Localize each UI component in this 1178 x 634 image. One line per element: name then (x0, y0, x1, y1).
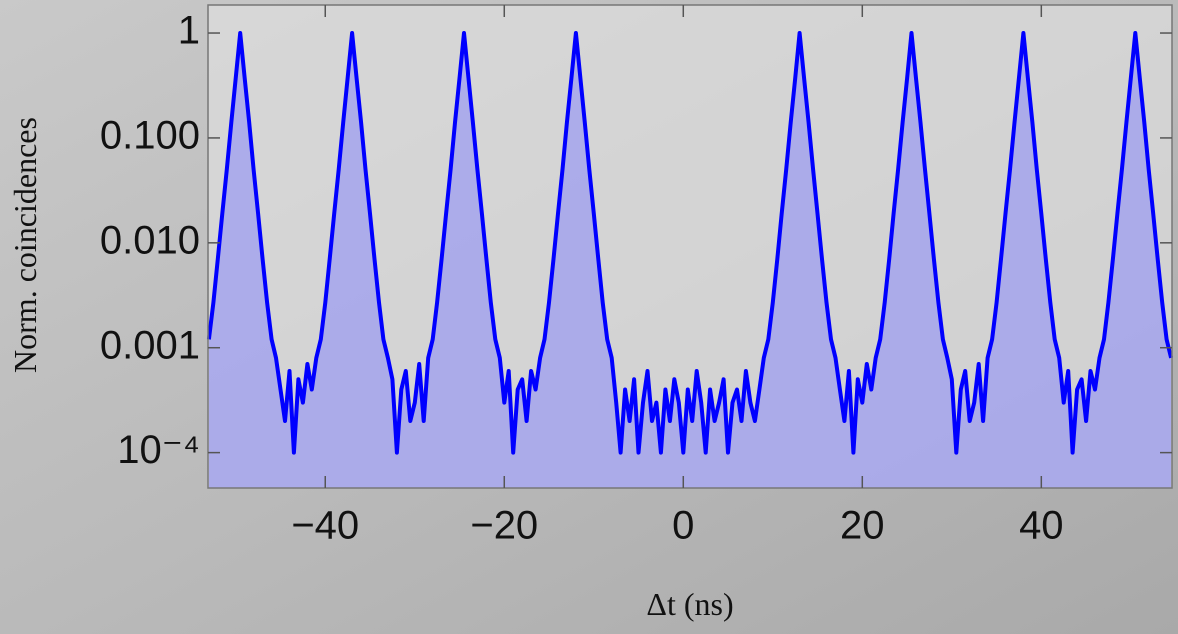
x-tick-label: 40 (1019, 504, 1064, 548)
x-tick-label: −40 (291, 504, 359, 548)
y-tick-label: 0.010 (100, 218, 200, 262)
x-tick-label: 0 (672, 504, 694, 548)
y-tick-label: 0.001 (100, 323, 200, 367)
x-axis-label: Δt (ns) (646, 586, 733, 622)
y-axis-label: Norm. coincidences (7, 117, 43, 373)
x-tick-label: −20 (470, 504, 538, 548)
y-tick-label: 10⁻⁴ (117, 428, 200, 472)
area-fill (208, 33, 1172, 488)
x-tick-label: 20 (840, 504, 885, 548)
y-tick-label: 0.100 (100, 113, 200, 157)
plot (206, 31, 1174, 488)
data-line (206, 31, 1174, 455)
plot-frame (207, 4, 1173, 489)
y-tick-label: 1 (178, 9, 200, 53)
